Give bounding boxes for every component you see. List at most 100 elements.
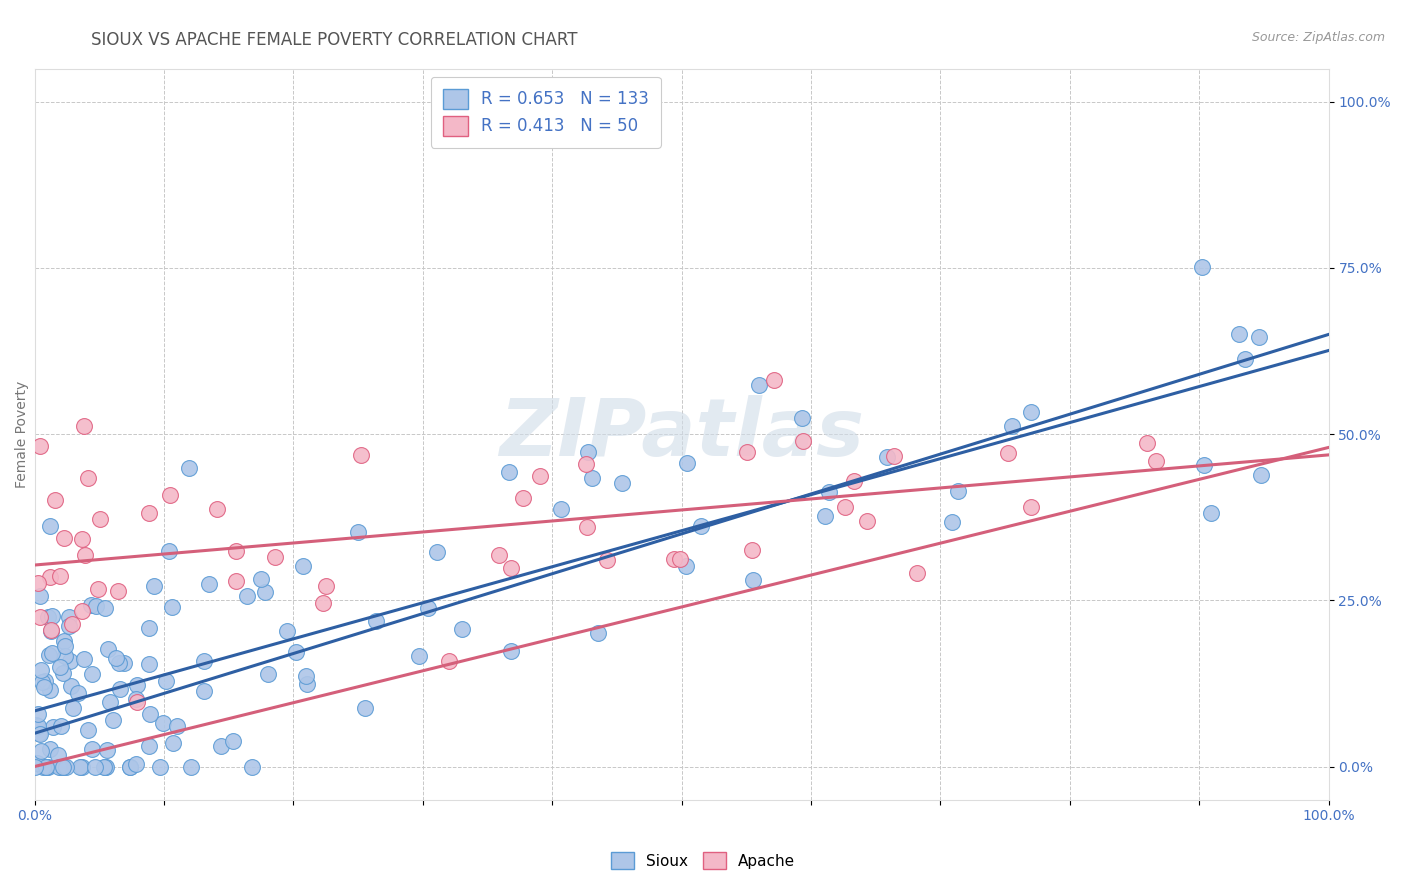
Point [451,622,474,636]
Point [735,445,758,459]
Point [905,566,928,580]
Text: ZIPatlas: ZIPatlas [499,395,865,473]
Point [249,572,271,586]
Point [180,759,202,773]
Point [138,621,160,635]
Point [70,532,93,546]
Point [193,654,215,668]
Point [610,475,633,490]
Point [84,599,107,613]
Point [748,378,770,392]
Point [941,515,963,529]
Point [44,492,66,507]
Point [138,739,160,754]
Point [72,418,94,433]
Point [107,584,129,599]
Point [41,624,63,638]
Point [127,695,149,709]
Point [488,548,510,562]
Point [30,743,52,757]
Point [49,660,72,674]
Point [138,657,160,671]
Point [149,759,172,773]
Point [79,598,101,612]
Point [353,701,375,715]
Point [159,488,181,502]
Point [31,674,53,689]
Point [46,747,69,762]
Point [295,677,318,691]
Point [689,519,711,533]
Point [1019,405,1042,419]
Point [1234,352,1257,367]
Point [499,561,522,575]
Point [152,715,174,730]
Point [946,484,969,499]
Point [792,410,814,425]
Point [73,548,96,562]
Point [675,558,697,573]
Point [52,665,75,680]
Point [1249,330,1271,344]
Point [349,448,371,462]
Point [426,545,449,559]
Point [264,549,287,564]
Point [24,759,46,773]
Point [77,471,100,485]
Point [27,575,49,590]
Point [35,759,58,773]
Point [27,756,49,771]
Point [596,553,619,567]
Point [39,570,62,584]
Point [52,759,75,773]
Point [315,579,337,593]
Text: SIOUX VS APACHE FEMALE POVERTY CORRELATION CHART: SIOUX VS APACHE FEMALE POVERTY CORRELATI… [91,31,578,49]
Point [209,739,232,754]
Point [512,491,534,505]
Point [664,552,686,566]
Point [675,456,697,470]
Point [143,579,166,593]
Point [55,759,77,773]
Point [108,681,131,696]
Y-axis label: Female Poverty: Female Poverty [15,381,30,488]
Point [103,713,125,727]
Point [818,484,841,499]
Point [28,727,51,741]
Point [347,525,370,540]
Point [125,756,148,771]
Point [364,614,387,628]
Point [39,519,62,533]
Point [221,734,243,748]
Point [834,500,856,514]
Point [856,514,879,528]
Point [62,700,84,714]
Point [437,654,460,668]
Point [94,759,117,773]
Point [49,569,72,583]
Point [418,600,440,615]
Point [1144,454,1167,468]
Point [198,577,221,591]
Point [58,619,80,633]
Point [581,471,603,485]
Point [575,458,598,472]
Point [842,475,865,489]
Point [160,600,183,615]
Point [52,759,75,773]
Point [125,691,148,706]
Point [60,616,83,631]
Point [34,673,56,688]
Point [257,667,280,681]
Point [89,512,111,526]
Point [550,502,572,516]
Point [576,445,599,459]
Point [138,506,160,520]
Point [28,726,51,740]
Point [69,759,91,773]
Point [157,544,180,558]
Point [166,718,188,732]
Point [58,610,80,624]
Point [93,759,115,773]
Point [1019,500,1042,514]
